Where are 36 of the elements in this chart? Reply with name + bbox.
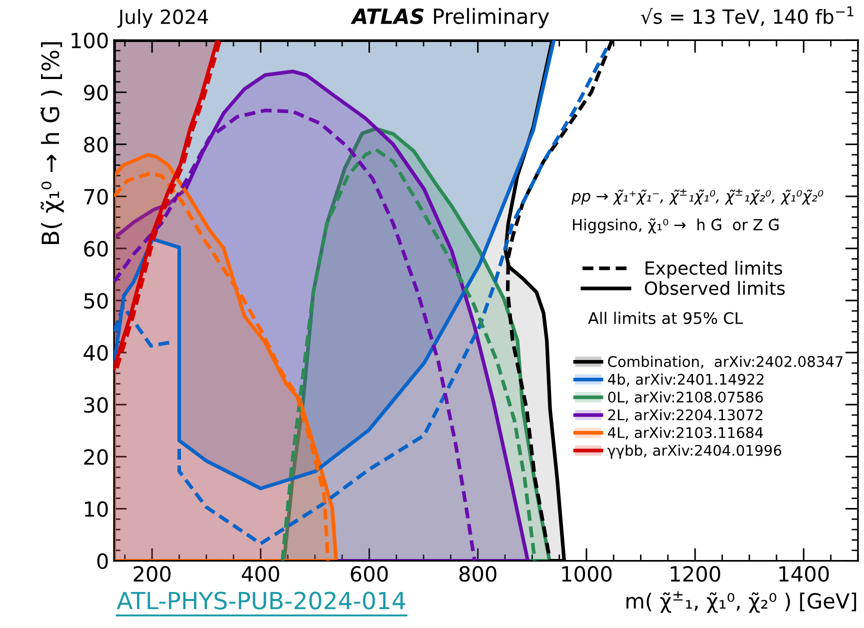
legend-label: 2L, arXiv:2204.13072 <box>608 409 762 422</box>
text: √s = 13 TeV, 140 fb$^{−1}$ <box>640 6 854 26</box>
legend-label: 4b, arXiv:2401.14922 <box>608 374 764 386</box>
y-tick-label: 20 <box>84 449 108 465</box>
legend-label: 0L, arXiv:2108.07586 <box>608 391 763 404</box>
x-tick-label: 600 <box>350 566 388 582</box>
annotation: pp → χ̃₁⁺χ̃₁⁻, χ̃$^{±}$₁χ̃₁⁰, χ̃$^{±}$₁χ̃₂⁰, χ̃₁⁰χ̃₂⁰ <box>572 188 824 205</box>
chart-title: ATLAS Preliminary <box>350 8 550 28</box>
y-tick-label: 0 <box>97 553 108 570</box>
x-axis-title: m( χ̃$^{±}$₁, χ̃₁⁰, χ̃₂⁰ ) [GeV] <box>626 591 856 613</box>
legend-label: Combination, arXiv:2402.08347 <box>608 356 842 369</box>
text: July 2024 <box>117 9 208 28</box>
line-series <box>114 108 476 561</box>
annotation: All limits at 95% CL <box>588 312 743 324</box>
x-tick-label: 1400 <box>779 566 829 582</box>
legend-label: γγbb, arXiv:2404.01996 <box>607 444 782 459</box>
annotation: Observed limits <box>644 281 785 296</box>
annotation: Expected limits <box>646 260 782 278</box>
x-tick-label: 400 <box>242 566 280 582</box>
annotation: Higgsino, χ̃₁⁰ → h G̃ or Z G̃ <box>573 218 779 234</box>
y-tick-label: 70 <box>84 188 108 205</box>
y-tick-label: 100 <box>72 32 108 48</box>
y-tick-label: 40 <box>84 345 108 361</box>
y-axis-title: B( χ̃₁⁰ → h G̃ ) [%] <box>40 42 64 244</box>
x-tick-label: 1000 <box>562 566 612 582</box>
x-tick-label: 800 <box>459 566 496 582</box>
x-tick-label: 200 <box>134 566 171 582</box>
text: ATL-PHYS-PUB-2024-014 <box>116 592 406 610</box>
y-tick-label: 50 <box>84 292 108 309</box>
y-tick-label: 90 <box>84 84 108 100</box>
y-tick-label: 30 <box>84 397 108 413</box>
y-tick-label: 10 <box>84 501 108 517</box>
legend-label: 4L, arXiv:2103.11684 <box>608 426 763 440</box>
y-tick-label: 60 <box>84 240 108 257</box>
x-tick-label: 1200 <box>670 566 720 582</box>
y-tick-label: 80 <box>84 136 108 153</box>
